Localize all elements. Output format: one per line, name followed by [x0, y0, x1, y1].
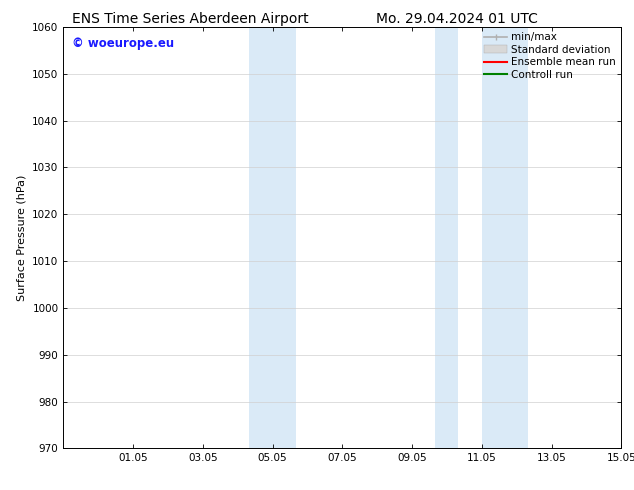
Legend: min/max, Standard deviation, Ensemble mean run, Controll run: min/max, Standard deviation, Ensemble me…: [481, 29, 619, 83]
Y-axis label: Surface Pressure (hPa): Surface Pressure (hPa): [16, 174, 27, 301]
Bar: [436, 27, 458, 448]
Text: ENS Time Series Aberdeen Airport: ENS Time Series Aberdeen Airport: [72, 12, 309, 26]
Bar: [482, 27, 528, 448]
Bar: [249, 27, 296, 448]
Text: © woeurope.eu: © woeurope.eu: [72, 38, 174, 50]
Text: Mo. 29.04.2024 01 UTC: Mo. 29.04.2024 01 UTC: [375, 12, 538, 26]
